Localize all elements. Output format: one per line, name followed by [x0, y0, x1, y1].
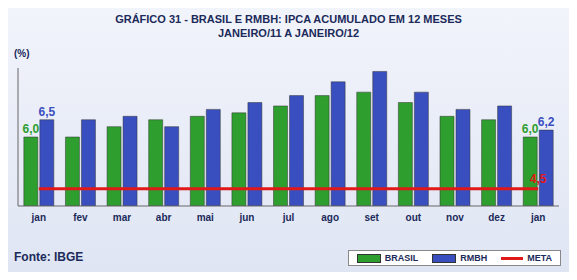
svg-text:dez: dez: [488, 212, 505, 223]
html-text:BRASIL: BRASIL: [384, 253, 419, 263]
svg-text:jul: jul: [282, 212, 295, 223]
html-text:RMBH: RMBH: [460, 253, 488, 263]
svg-text:jan: jan: [31, 212, 46, 223]
svg-text:6,0: 6,0: [522, 122, 539, 136]
svg-text:fev: fev: [73, 212, 88, 223]
svg-text:nov: nov: [446, 212, 464, 223]
svg-text:ago: ago: [321, 212, 339, 223]
svg-text:4,5: 4,5: [530, 172, 547, 186]
svg-text:mai: mai: [197, 212, 214, 223]
svg-text:6,2: 6,2: [538, 115, 555, 129]
html-text:Fonte: IBGE: Fonte: IBGE: [14, 250, 84, 264]
svg-text:jun: jun: [238, 212, 254, 223]
svg-text:out: out: [406, 212, 422, 223]
svg-text:abr: abr: [156, 212, 172, 223]
html-text:JANEIRO/11 A JANEIRO/12: JANEIRO/11 A JANEIRO/12: [218, 27, 359, 39]
svg-text:mar: mar: [113, 212, 131, 223]
svg-text:jan: jan: [530, 212, 545, 223]
html-text:META: META: [527, 253, 552, 263]
svg-text:6,5: 6,5: [38, 105, 55, 119]
svg-text:6,0: 6,0: [22, 122, 39, 136]
html-text:GRÁFICO 31 - BRASIL E RMBH: IP: GRÁFICO 31 - BRASIL E RMBH: IPCA ACUMULA…: [115, 13, 462, 25]
svg-text:set: set: [365, 212, 380, 223]
